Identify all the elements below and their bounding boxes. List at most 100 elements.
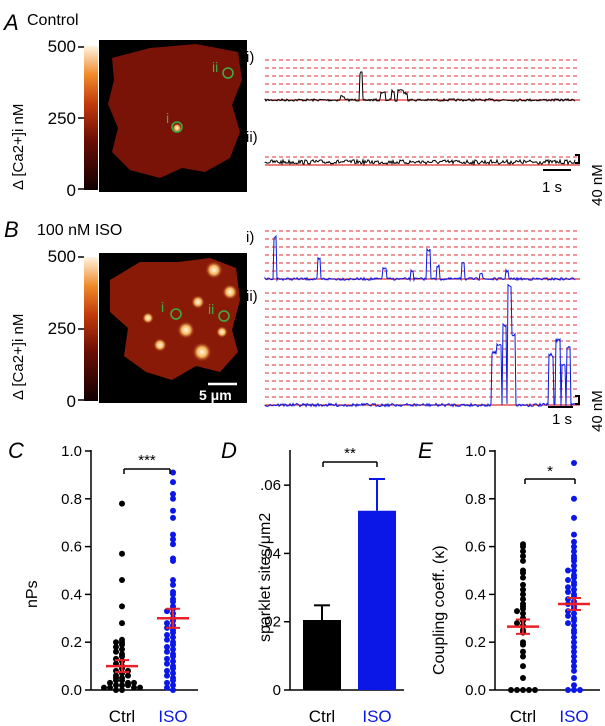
colorbar-b-tick-0: 0	[67, 392, 76, 411]
y-tick-label: 0.4	[61, 586, 82, 603]
colorbar-a-label: Δ [Ca2+]i nM	[10, 104, 27, 190]
data-point	[565, 612, 571, 619]
trace-a-i	[264, 71, 576, 103]
data-point	[170, 658, 176, 665]
data-point	[170, 507, 176, 514]
scalebar-b	[548, 395, 580, 408]
y-tick-label: 1.0	[465, 443, 486, 460]
data-point	[520, 557, 526, 564]
data-point	[520, 687, 526, 693]
data-point	[170, 536, 176, 543]
data-point	[571, 643, 577, 650]
data-point	[119, 682, 125, 689]
level-lines-b-i	[265, 230, 580, 280]
chart-e-xlabel-iso: ISO	[559, 707, 588, 726]
data-point	[571, 629, 577, 636]
data-point	[565, 589, 571, 596]
data-point	[571, 531, 577, 538]
data-point	[164, 655, 170, 662]
colorbar-a-tick-250: 250	[48, 109, 76, 128]
data-point	[571, 495, 577, 502]
data-point	[170, 646, 176, 653]
data-point	[164, 679, 170, 686]
panel-c-letter: C	[8, 438, 24, 463]
data-point	[520, 648, 526, 655]
data-point	[170, 591, 176, 598]
colorbar-b-tick-500: 500	[48, 247, 76, 266]
roi-a-ii-label: ii	[212, 59, 218, 75]
trace-a-i-label: i)	[246, 49, 254, 66]
data-point	[520, 591, 526, 598]
data-point	[520, 574, 526, 581]
data-point	[119, 641, 125, 648]
data-point	[571, 543, 577, 550]
y-tick-label: 1.0	[61, 443, 82, 460]
data-point	[565, 687, 571, 693]
y-tick-label: .06	[260, 477, 281, 494]
colorbar-b-tick-250: 250	[48, 319, 76, 338]
roi-a-ii	[222, 67, 234, 79]
data-point	[571, 653, 577, 660]
roi-b-i	[170, 308, 182, 320]
y-tick-label: 0.2	[61, 634, 82, 651]
data-point	[164, 643, 170, 650]
chart-c-ylabel: nPs	[24, 580, 41, 608]
data-point	[164, 636, 170, 643]
data-point	[170, 491, 176, 498]
data-point	[514, 687, 520, 693]
data-point	[571, 622, 577, 629]
data-point	[137, 684, 143, 691]
roi-a-i	[171, 121, 183, 133]
data-point	[164, 648, 170, 655]
data-point	[113, 643, 119, 650]
chart-d-xlabel-ctrl: Ctrl	[309, 707, 335, 726]
data-point	[119, 653, 125, 660]
data-point	[113, 648, 119, 655]
trace-b-ii	[264, 283, 576, 408]
y-tick-label: 0.0	[61, 682, 82, 699]
bar	[358, 510, 396, 690]
data-point	[113, 682, 119, 689]
data-point	[170, 670, 176, 677]
chart-e-marks: 0.0 0.2 0.4 0.6 0.8 1.0	[465, 443, 590, 699]
data-point	[170, 541, 176, 548]
data-point	[571, 687, 577, 693]
data-point	[119, 550, 125, 557]
chart-c-xlabel-ctrl: Ctrl	[109, 707, 135, 726]
panel-e-letter: E	[418, 438, 433, 463]
level-lines-a-ii	[265, 156, 580, 166]
data-point	[526, 687, 532, 693]
data-point	[164, 672, 170, 679]
data-point	[571, 663, 577, 670]
data-point	[113, 639, 119, 646]
data-point	[107, 679, 113, 686]
data-point	[571, 581, 577, 588]
panel-a-condition: Control	[27, 12, 79, 29]
colorbar-a-tick-500: 500	[48, 37, 76, 56]
data-point	[571, 634, 577, 641]
data-point	[170, 577, 176, 584]
data-point	[520, 605, 526, 612]
panel-d: D sparklet sites/μm2 0.02.04.06 ** Ctrl …	[221, 438, 404, 726]
bar	[303, 620, 341, 690]
y-tick-label: 0	[273, 682, 281, 699]
data-point	[520, 543, 526, 550]
panel-d-letter: D	[221, 438, 237, 463]
trace-b-i	[264, 234, 576, 283]
chart-d-marks: 0 .02 .04 .06	[260, 477, 396, 699]
data-point	[119, 620, 125, 627]
cell-shape-a	[108, 44, 242, 178]
data-point	[520, 548, 526, 555]
data-point	[565, 577, 571, 584]
scalebar-b-time: 1 s	[552, 411, 572, 428]
data-point	[520, 641, 526, 648]
panel-b-letter: B	[4, 217, 19, 242]
data-point	[532, 687, 538, 693]
data-point	[571, 648, 577, 655]
data-point	[119, 603, 125, 610]
data-point	[119, 677, 125, 684]
data-point	[520, 586, 526, 593]
data-point	[170, 531, 176, 538]
data-point	[571, 617, 577, 624]
